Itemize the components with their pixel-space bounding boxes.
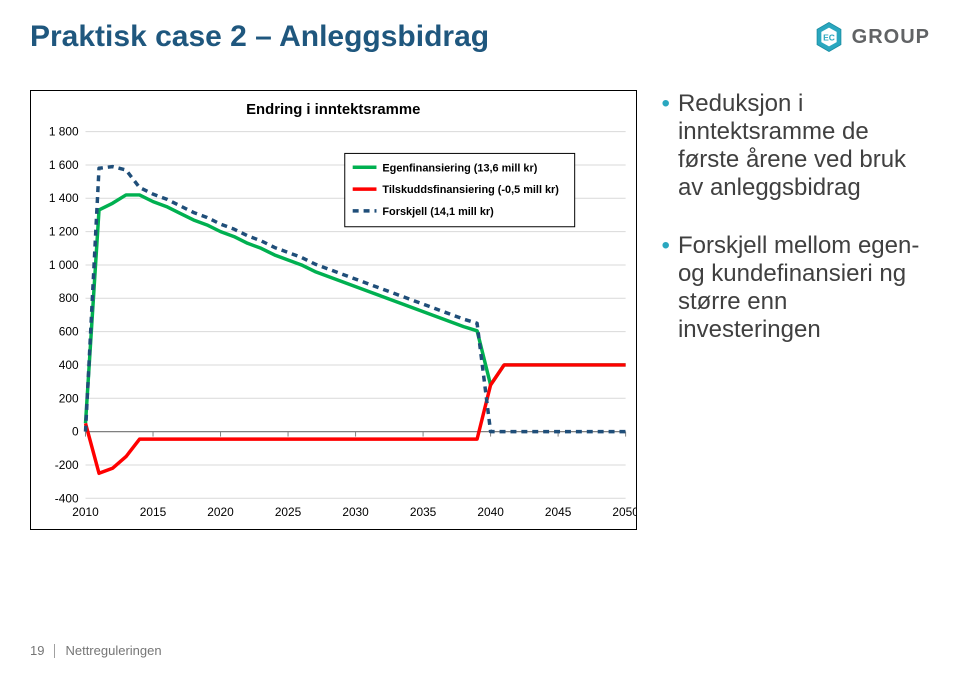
chart-svg: Endring i inntektsramme -400 -200 0 200 400 60… — [31, 91, 636, 529]
svg-text:-200: -200 — [55, 458, 79, 472]
svg-text:EC: EC — [823, 32, 835, 42]
page-number: 19 — [30, 643, 44, 658]
footer-label: Nettreguleringen — [65, 643, 161, 658]
svg-text:400: 400 — [59, 358, 79, 372]
svg-text:2010: 2010 — [72, 505, 99, 519]
logo-hex-icon: EC — [812, 20, 846, 54]
svg-text:2015: 2015 — [140, 505, 167, 519]
svg-text:Tilskuddsfinansiering (-0,5 mi: Tilskuddsfinansiering (-0,5 mill kr) — [382, 184, 559, 196]
svg-text:Egenfinansiering (13,6 mill kr: Egenfinansiering (13,6 mill kr) — [382, 162, 537, 174]
bullet-dot: • — [662, 90, 670, 202]
svg-text:Forskjell (14,1 mill kr): Forskjell (14,1 mill kr) — [382, 206, 494, 218]
bullet-dot: • — [662, 232, 670, 344]
svg-text:1 400: 1 400 — [49, 191, 79, 205]
footer: 19 Nettreguleringen — [30, 643, 162, 658]
bullet-item: •Forskjell mellom egen- og kundefinansie… — [662, 232, 930, 344]
svg-text:0: 0 — [72, 425, 79, 439]
bullet-text: Forskjell mellom egen- og kundefinansier… — [678, 232, 930, 344]
svg-text:600: 600 — [59, 325, 79, 339]
svg-text:1 200: 1 200 — [49, 225, 79, 239]
svg-text:1 000: 1 000 — [49, 258, 79, 272]
svg-text:2050: 2050 — [612, 505, 635, 519]
svg-text:2040: 2040 — [477, 505, 504, 519]
svg-text:2030: 2030 — [342, 505, 369, 519]
bullet-text: Reduksjon i inntektsramme de første åren… — [678, 90, 930, 202]
page-title: Praktisk case 2 – Anleggsbidrag — [30, 20, 930, 54]
chart: Endring i inntektsramme -400 -200 0 200 400 60… — [30, 90, 637, 530]
svg-text:Endring i inntektsramme: Endring i inntektsramme — [246, 102, 420, 118]
svg-text:800: 800 — [59, 291, 79, 305]
svg-text:2035: 2035 — [410, 505, 437, 519]
svg-text:2025: 2025 — [275, 505, 302, 519]
svg-text:2020: 2020 — [207, 505, 234, 519]
bullet-item: •Reduksjon i inntektsramme de første åre… — [662, 90, 930, 202]
svg-text:2045: 2045 — [545, 505, 572, 519]
svg-text:200: 200 — [59, 391, 79, 405]
footer-separator — [54, 644, 55, 658]
bullets: •Reduksjon i inntektsramme de første åre… — [662, 90, 930, 374]
logo-text: GROUP — [852, 26, 930, 49]
svg-text:1 800: 1 800 — [49, 125, 79, 139]
svg-text:1 600: 1 600 — [49, 158, 79, 172]
logo: EC GROUP — [812, 20, 930, 54]
svg-text:-400: -400 — [55, 491, 79, 505]
